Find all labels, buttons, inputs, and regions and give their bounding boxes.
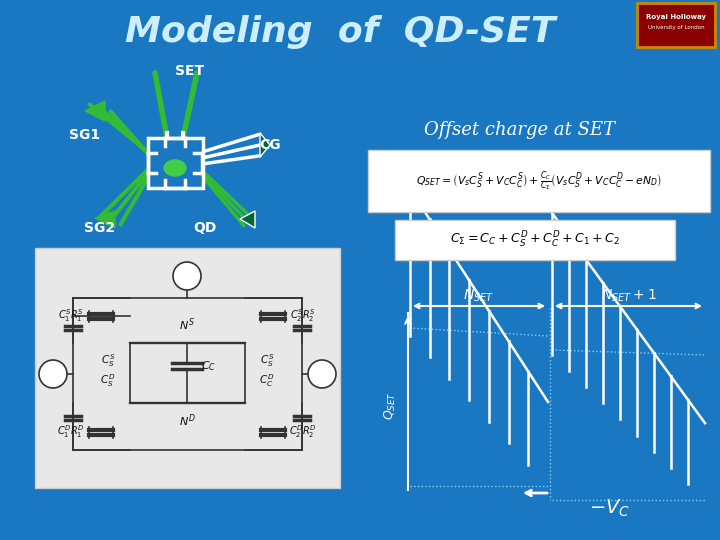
Text: Offset charge at SET: Offset charge at SET <box>424 121 616 139</box>
Circle shape <box>173 262 201 290</box>
Polygon shape <box>85 101 105 121</box>
Text: $C_S^S$: $C_S^S$ <box>260 353 274 369</box>
Text: $C_C^D$: $C_C^D$ <box>259 373 274 389</box>
Text: Modeling  of  QD-SET: Modeling of QD-SET <box>125 15 555 49</box>
Polygon shape <box>95 211 115 228</box>
Text: $N^S$: $N^S$ <box>179 316 195 333</box>
Text: $C_S^D$: $C_S^D$ <box>100 373 116 389</box>
Bar <box>395 220 675 260</box>
Text: $C_2^D R_2^D$: $C_2^D R_2^D$ <box>289 423 317 441</box>
FancyBboxPatch shape <box>637 3 715 47</box>
Text: $N_{SET}$: $N_{SET}$ <box>464 288 495 304</box>
Circle shape <box>308 360 336 388</box>
Text: SG1: SG1 <box>69 128 101 142</box>
Text: $N^D$: $N^D$ <box>179 413 195 429</box>
Text: SG2: SG2 <box>84 221 116 235</box>
Text: $C_1^S R_1^S$: $C_1^S R_1^S$ <box>58 308 84 325</box>
Text: $C_{\Sigma}=C_C+C_S^D+C_C^D+C_1+C_2$: $C_{\Sigma}=C_C+C_S^D+C_C^D+C_1+C_2$ <box>450 230 620 250</box>
Text: $Q_{SET}$: $Q_{SET}$ <box>382 392 397 421</box>
Text: QD: QD <box>193 221 217 235</box>
Bar <box>148 138 203 188</box>
Text: $C_2^S R_2^S$: $C_2^S R_2^S$ <box>290 308 316 325</box>
Text: $V_C$: $V_C$ <box>315 367 329 381</box>
Text: $C_1^D R_1^D$: $C_1^D R_1^D$ <box>57 423 85 441</box>
Text: University of London: University of London <box>648 24 704 30</box>
Text: $C_C$: $C_C$ <box>202 359 217 373</box>
Polygon shape <box>240 211 255 228</box>
Text: $Q_{SET}=\left(V_sC_S^S+V_CC_C^S\right)+\frac{C_C}{C_{\Sigma}}\left(V_sC_S^D+V_C: $Q_{SET}=\left(V_sC_S^S+V_CC_C^S\right)+… <box>416 169 662 193</box>
Text: SET: SET <box>176 64 204 78</box>
Bar <box>368 150 710 212</box>
Text: $-V_C$: $-V_C$ <box>590 497 631 518</box>
Bar <box>35 248 340 488</box>
Ellipse shape <box>164 160 186 176</box>
Text: $N_{SET}+1$: $N_{SET}+1$ <box>600 288 657 304</box>
Polygon shape <box>260 133 270 157</box>
Text: $V_{SD}$: $V_{SD}$ <box>179 270 195 282</box>
Text: $V_S$: $V_S$ <box>46 367 60 381</box>
Circle shape <box>39 360 67 388</box>
Text: $C_S^S$: $C_S^S$ <box>101 353 115 369</box>
Text: Royal Holloway: Royal Holloway <box>646 14 706 20</box>
Text: CG: CG <box>259 138 281 152</box>
